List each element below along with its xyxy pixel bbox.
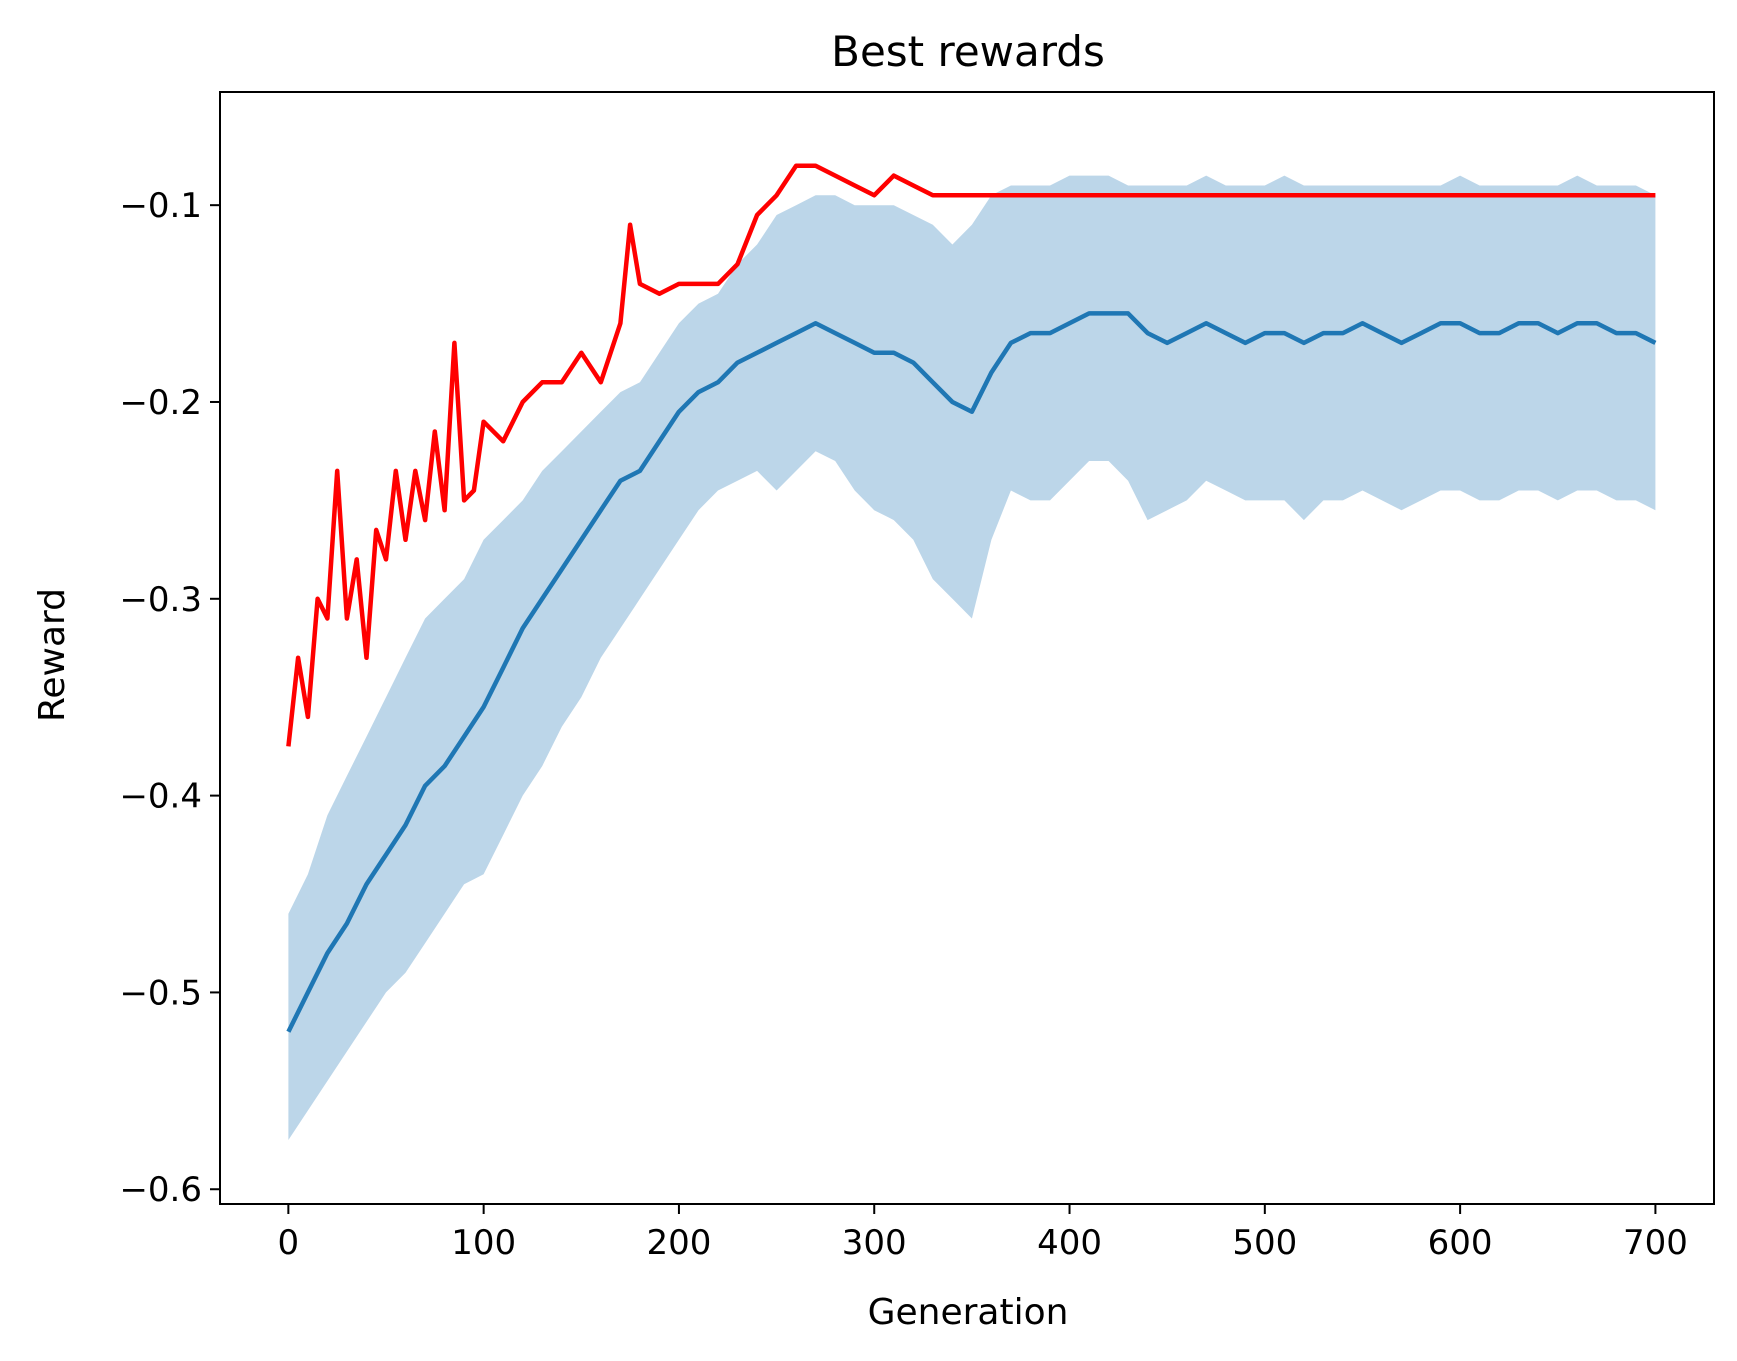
y-tick-label: −0.1 bbox=[119, 186, 202, 226]
x-tick-label: 100 bbox=[451, 1223, 516, 1263]
mean-reward-line bbox=[286, 311, 1657, 1033]
y-tick-label: −0.3 bbox=[119, 580, 202, 620]
x-tick-label: 600 bbox=[1428, 1223, 1493, 1263]
plot-frame bbox=[219, 91, 1715, 1205]
y-tick-label: −0.6 bbox=[119, 1170, 202, 1210]
x-axis-label: Generation bbox=[868, 1292, 1069, 1333]
x-tick-label: 700 bbox=[1623, 1223, 1688, 1263]
chart-title: Best rewards bbox=[831, 27, 1105, 76]
plot-area bbox=[219, 91, 1715, 1205]
x-tick-label: 400 bbox=[1037, 1223, 1102, 1263]
std-band bbox=[288, 175, 1656, 1141]
x-tick-label: 200 bbox=[646, 1223, 711, 1263]
x-axis: 0 100 200 300 400 500 600 700 bbox=[278, 1204, 1688, 1263]
y-tick-label: −0.5 bbox=[119, 973, 202, 1013]
y-axis-label: Reward bbox=[32, 588, 73, 722]
y-tick-label: −0.2 bbox=[119, 383, 202, 423]
y-tick-label: −0.4 bbox=[119, 777, 202, 817]
std-band-layer bbox=[288, 175, 1656, 1141]
x-tick-label: 300 bbox=[842, 1223, 907, 1263]
best-reward-line bbox=[286, 163, 1656, 747]
y-axis: −0.6 −0.5 −0.4 −0.3 −0.2 −0.1 bbox=[119, 186, 220, 1210]
x-tick-label: 0 bbox=[278, 1223, 300, 1263]
x-tick-label: 500 bbox=[1232, 1223, 1297, 1263]
series-line-layer bbox=[286, 163, 1657, 1033]
